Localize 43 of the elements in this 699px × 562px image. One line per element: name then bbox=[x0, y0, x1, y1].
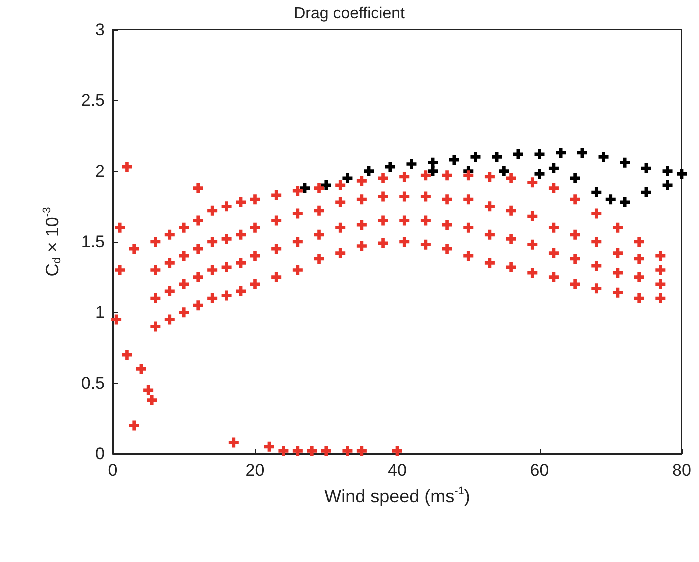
point bbox=[470, 152, 481, 162]
point bbox=[428, 166, 438, 176]
point bbox=[428, 158, 438, 168]
y-tick-label: 0.5 bbox=[81, 374, 105, 393]
point bbox=[492, 152, 502, 162]
point bbox=[641, 188, 652, 198]
y-tick-label: 3 bbox=[96, 20, 105, 40]
y-axis-title: Cd × 10-3 bbox=[42, 207, 64, 277]
point bbox=[620, 158, 630, 168]
point bbox=[300, 183, 310, 194]
point bbox=[662, 166, 673, 176]
point bbox=[534, 149, 545, 160]
point bbox=[364, 166, 374, 176]
y-tick-label: 1.5 bbox=[81, 232, 105, 252]
point bbox=[342, 173, 353, 184]
x-tick-label: 60 bbox=[530, 461, 550, 480]
point bbox=[321, 180, 332, 190]
point bbox=[556, 148, 566, 158]
point bbox=[577, 148, 588, 158]
point bbox=[598, 152, 609, 162]
point bbox=[570, 173, 580, 184]
point bbox=[385, 162, 396, 172]
y-tick-label: 0 bbox=[96, 444, 105, 464]
x-tick-label: 40 bbox=[388, 461, 407, 480]
point bbox=[606, 194, 616, 205]
point bbox=[449, 155, 460, 166]
point bbox=[662, 180, 673, 190]
y-tick-label: 1 bbox=[96, 303, 105, 322]
point bbox=[406, 159, 417, 170]
point bbox=[641, 164, 652, 174]
point bbox=[592, 188, 602, 198]
point bbox=[499, 166, 510, 176]
x-tick-label: 20 bbox=[246, 461, 265, 480]
point bbox=[548, 164, 559, 174]
point bbox=[513, 149, 524, 160]
x-tick-label: 0 bbox=[108, 461, 118, 480]
y-tick-label: 2 bbox=[96, 162, 105, 181]
chart-title: Drag coefficient bbox=[294, 6, 406, 22]
point bbox=[620, 197, 630, 208]
point bbox=[677, 169, 687, 180]
x-tick-label: 80 bbox=[672, 461, 692, 480]
point bbox=[534, 169, 545, 180]
y-tick-label: 2.5 bbox=[81, 91, 105, 110]
